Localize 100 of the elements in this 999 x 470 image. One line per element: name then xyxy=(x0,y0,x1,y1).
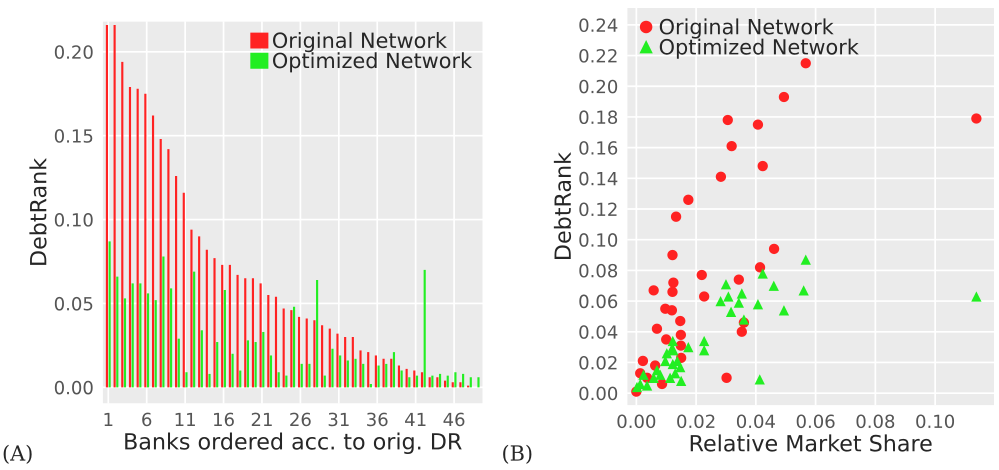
bar xyxy=(274,296,278,388)
x-tick-label: 6 xyxy=(142,412,152,426)
bar xyxy=(239,370,242,388)
bar xyxy=(298,316,300,388)
y-tick-label: 0.10 xyxy=(579,233,618,247)
point xyxy=(734,297,744,308)
y-tick-label: 0.05 xyxy=(54,296,92,311)
bar xyxy=(154,300,157,388)
x-tick-label: 0.02 xyxy=(677,414,714,428)
x-tick-label: 21 xyxy=(252,412,272,426)
bar xyxy=(385,364,388,388)
bar xyxy=(108,241,111,388)
bar xyxy=(216,342,218,388)
point xyxy=(683,342,694,352)
point xyxy=(670,212,682,222)
bar xyxy=(228,264,231,388)
bar xyxy=(121,62,124,388)
bar xyxy=(431,376,434,388)
bar xyxy=(198,236,200,388)
bar xyxy=(128,87,132,388)
point xyxy=(800,254,811,265)
point xyxy=(800,58,811,68)
point xyxy=(752,299,764,310)
point xyxy=(726,306,736,317)
x-axis-title: Relative Market Share xyxy=(690,434,932,452)
point xyxy=(676,340,686,351)
bar xyxy=(408,377,410,388)
bar xyxy=(459,382,462,388)
bar xyxy=(292,306,296,388)
point xyxy=(675,316,686,326)
bar xyxy=(420,372,424,388)
bar xyxy=(182,192,185,388)
bar xyxy=(232,354,234,388)
point xyxy=(667,286,678,298)
bar xyxy=(477,377,480,388)
point xyxy=(736,288,747,299)
y-tick-label: 0.24 xyxy=(579,18,618,32)
bar xyxy=(374,355,377,388)
legend-label: Optimized Network xyxy=(273,52,472,72)
bar xyxy=(144,94,146,388)
point xyxy=(642,380,652,391)
bar xyxy=(424,270,426,388)
x-tick-label: 0.00 xyxy=(617,414,656,428)
bar xyxy=(206,250,208,388)
bar xyxy=(290,310,292,388)
bar xyxy=(398,366,400,388)
bar xyxy=(190,230,193,388)
bar xyxy=(324,376,326,388)
y-tick-label: 0.15 xyxy=(54,129,92,143)
point xyxy=(676,330,686,340)
point xyxy=(638,356,648,366)
point xyxy=(696,270,707,280)
bar xyxy=(378,366,380,388)
point xyxy=(768,280,779,291)
y-tick-label: 0.00 xyxy=(579,386,618,400)
bar xyxy=(116,276,118,388)
bar xyxy=(306,318,308,388)
bar xyxy=(132,283,134,388)
point xyxy=(638,370,649,380)
bar xyxy=(359,350,362,388)
bar xyxy=(413,370,416,388)
point xyxy=(754,374,765,385)
bar xyxy=(152,116,154,388)
bar xyxy=(260,283,262,388)
bar xyxy=(308,364,310,388)
point xyxy=(655,370,666,380)
point xyxy=(661,334,672,345)
point xyxy=(648,285,659,296)
y-tick-label: 0.22 xyxy=(579,49,617,63)
point xyxy=(664,372,676,383)
bar xyxy=(278,372,280,388)
point xyxy=(720,279,732,290)
bar xyxy=(267,295,270,388)
point xyxy=(699,336,710,346)
x-axis-title: Banks ordered acc. to orig. DR xyxy=(125,432,462,454)
bar xyxy=(390,358,392,388)
bar xyxy=(346,360,349,388)
bar xyxy=(185,372,188,388)
bar xyxy=(236,274,239,388)
y-axis-title: DebtRank xyxy=(29,158,47,265)
y-tick-label: 0.16 xyxy=(579,141,618,155)
bar xyxy=(162,256,164,388)
text: (A) xyxy=(4,444,32,464)
point xyxy=(632,382,642,392)
bar xyxy=(470,377,472,388)
bar xyxy=(454,372,457,388)
x-tick-label: 16 xyxy=(214,412,234,426)
point xyxy=(683,194,694,205)
bar xyxy=(436,377,438,388)
bar xyxy=(221,264,224,388)
bar xyxy=(370,384,372,388)
bar xyxy=(139,283,142,388)
x-tick-label: 46 xyxy=(443,412,464,426)
x-tick-label: 0.06 xyxy=(796,414,835,428)
bar xyxy=(170,288,172,388)
point xyxy=(715,296,726,306)
y-tick-label: 0.18 xyxy=(579,110,618,124)
point xyxy=(752,119,764,130)
bar xyxy=(392,352,396,388)
bar xyxy=(336,334,339,388)
